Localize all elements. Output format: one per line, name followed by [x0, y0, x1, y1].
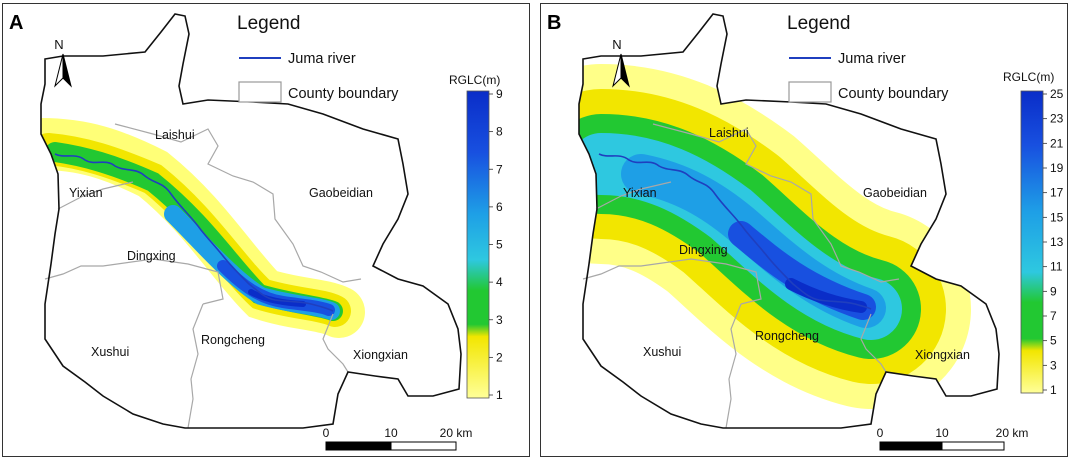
- colorbar-tick-label-a: 1: [496, 388, 503, 402]
- county-label-dingxing-a: Dingxing: [127, 249, 176, 263]
- scale-label-0-b: 0: [877, 426, 884, 440]
- north-arrow-b: N: [612, 37, 630, 88]
- scale-bar-a: 0 10 20 km: [323, 426, 473, 451]
- legend-title-b: Legend: [787, 13, 850, 34]
- county-label-xiongxian-a: Xiongxian: [353, 348, 408, 362]
- county-labels-a: Laishui Yixian Gaobeidian Dingxing Xushu…: [69, 128, 408, 362]
- county-label-xiongxian-b: Xiongxian: [915, 348, 970, 362]
- colorbar-ticks-b: 25 23 21 19 17 15 13 11 9 7 5 3 1: [1043, 87, 1064, 397]
- legend-boundary-label-b: County boundary: [838, 86, 949, 102]
- county-label-yixian-b: Yixian: [623, 186, 657, 200]
- legend-boundary-swatch-b: [788, 81, 832, 103]
- county-label-xushui-b: Xushui: [643, 345, 681, 359]
- scale-label-20-b: 20 km: [996, 426, 1029, 440]
- north-label-a: N: [54, 37, 63, 52]
- scale-bar-b: 0 10 20 km: [877, 426, 1029, 451]
- county-label-rongcheng-b: Rongcheng: [755, 329, 819, 343]
- colorbar-title-a: RGLC(m): [449, 73, 500, 87]
- colorbar-tick-label-a: 9: [496, 87, 503, 101]
- colorbar-tick-label-b: 21: [1050, 136, 1064, 150]
- colorbar-tick-label-b: 25: [1050, 87, 1064, 101]
- colorbar-title-b: RGLC(m): [1003, 70, 1054, 84]
- legend-boundary-label-a: County boundary: [288, 86, 399, 102]
- county-label-xushui-a: Xushui: [91, 345, 129, 359]
- county-label-rongcheng-a: Rongcheng: [201, 333, 265, 347]
- county-label-gaobeidian-a: Gaobeidian: [309, 186, 373, 200]
- north-label-b: N: [612, 37, 621, 52]
- colorbar-b: RGLC(m) 25 23 21 19 17 15 13 11 9 7 5 3 1: [1003, 70, 1064, 397]
- map-canvas-a: A N Legend Juma river County boundary La…: [9, 12, 503, 451]
- colorbar-ticks-a: 9 8 7 6 5 4 3 2 1: [489, 87, 503, 402]
- colorbar-tick-label-a: 2: [496, 350, 503, 364]
- legend-river-label-a: Juma river: [288, 51, 356, 67]
- legend-b: Legend Juma river County boundary: [787, 13, 949, 103]
- juma-river-b: [598, 153, 872, 310]
- map-panel-a: A N Legend Juma river County boundary La…: [2, 3, 530, 457]
- colorbar-tick-label-b: 7: [1050, 309, 1057, 323]
- north-arrow-a: N: [54, 37, 72, 88]
- scale-label-20-a: 20 km: [440, 426, 473, 440]
- colorbar-tick-label-b: 23: [1050, 112, 1064, 126]
- colorbar-tick-label-b: 13: [1050, 235, 1064, 249]
- colorbar-ramp-b: [1020, 90, 1044, 394]
- study-area-outline-a: [41, 14, 461, 428]
- colorbar-tick-label-b: 3: [1050, 358, 1057, 372]
- panel-letter-b: B: [547, 12, 561, 34]
- colorbar-tick-label-a: 7: [496, 162, 503, 176]
- colorbar-tick-label-b: 15: [1050, 210, 1064, 224]
- legend-boundary-swatch-a: [238, 81, 282, 103]
- scale-label-0-a: 0: [323, 426, 330, 440]
- legend-a: Legend Juma river County boundary: [237, 13, 399, 103]
- map-panel-b: B N Legend Juma river County boundary La…: [540, 3, 1068, 457]
- map-canvas-b: B N Legend Juma river County boundary La…: [547, 12, 1064, 451]
- county-label-gaobeidian-b: Gaobeidian: [863, 186, 927, 200]
- county-label-dingxing-b: Dingxing: [679, 243, 728, 257]
- scale-label-10-b: 10: [935, 426, 949, 440]
- colorbar-tick-label-a: 3: [496, 313, 503, 327]
- county-labels-b: Laishui Yixian Gaobeidian Dingxing Xushu…: [623, 126, 970, 362]
- legend-title-a: Legend: [237, 13, 300, 34]
- colorbar-ramp-a: [466, 90, 490, 399]
- colorbar-tick-label-b: 17: [1050, 186, 1064, 200]
- county-label-yixian-a: Yixian: [69, 186, 103, 200]
- colorbar-tick-label-b: 5: [1050, 334, 1057, 348]
- colorbar-tick-label-b: 9: [1050, 284, 1057, 298]
- colorbar-tick-label-b: 11: [1050, 260, 1063, 274]
- colorbar-tick-label-a: 6: [496, 200, 503, 214]
- juma-river-a: [54, 153, 334, 312]
- colorbar-tick-label-a: 8: [496, 125, 503, 139]
- colorbar-tick-label-b: 19: [1050, 161, 1064, 175]
- county-label-laishui-a: Laishui: [155, 128, 195, 142]
- colorbar-tick-label-a: 4: [496, 275, 503, 289]
- colorbar-tick-label-b: 1: [1050, 383, 1057, 397]
- panel-letter-a: A: [9, 12, 23, 34]
- county-label-laishui-b: Laishui: [709, 126, 749, 140]
- colorbar-a: RGLC(m) 9 8 7 6 5 4 3 2 1: [449, 73, 503, 402]
- colorbar-tick-label-a: 5: [496, 238, 503, 252]
- legend-river-label-b: Juma river: [838, 51, 906, 67]
- scale-label-10-a: 10: [384, 426, 398, 440]
